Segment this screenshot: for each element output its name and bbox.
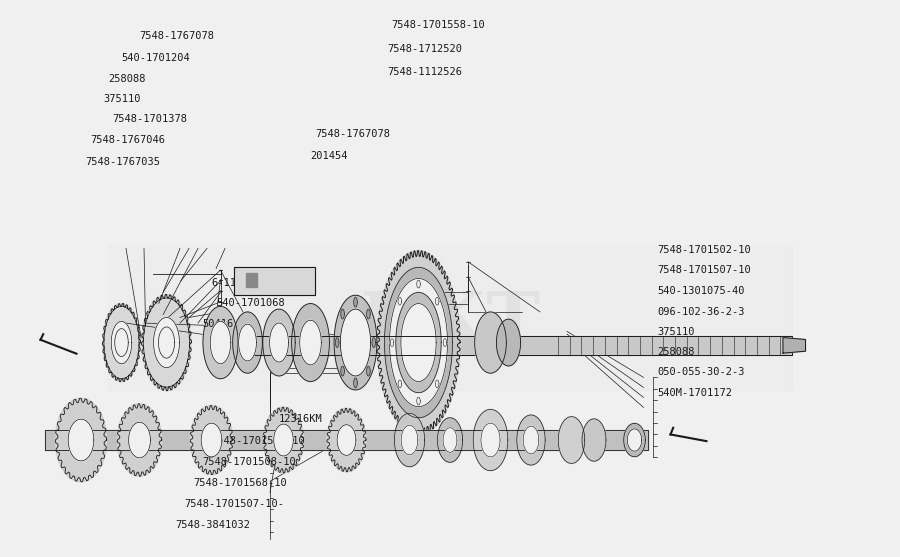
Polygon shape <box>327 408 366 472</box>
Polygon shape <box>341 309 345 319</box>
Polygon shape <box>292 304 329 382</box>
Polygon shape <box>190 405 233 475</box>
Text: 7548-1701558-10: 7548-1701558-10 <box>392 20 485 30</box>
Polygon shape <box>233 312 263 373</box>
Text: 7548-1701568-10: 7548-1701568-10 <box>194 478 287 488</box>
Polygon shape <box>252 335 792 355</box>
Polygon shape <box>203 306 238 379</box>
Text: 258088: 258088 <box>108 74 146 84</box>
Polygon shape <box>437 418 463 462</box>
Polygon shape <box>366 367 370 376</box>
Polygon shape <box>443 428 457 452</box>
Polygon shape <box>627 429 642 451</box>
Polygon shape <box>401 426 418 455</box>
Text: 7548-1712520: 7548-1712520 <box>387 44 462 54</box>
Polygon shape <box>400 304 436 382</box>
Polygon shape <box>398 297 401 305</box>
Text: 201454: 201454 <box>310 151 348 161</box>
Polygon shape <box>117 404 162 476</box>
Polygon shape <box>300 320 321 365</box>
Polygon shape <box>384 267 453 418</box>
Polygon shape <box>398 380 401 388</box>
Polygon shape <box>391 339 394 346</box>
Polygon shape <box>154 317 179 368</box>
Polygon shape <box>396 292 441 393</box>
Polygon shape <box>354 297 357 307</box>
Polygon shape <box>390 278 447 407</box>
Text: 540-1301075-40: 540-1301075-40 <box>657 286 744 296</box>
Polygon shape <box>103 304 140 382</box>
Polygon shape <box>141 295 192 390</box>
Polygon shape <box>481 423 500 457</box>
Text: 540-1701204: 540-1701204 <box>122 53 190 63</box>
Polygon shape <box>517 415 545 465</box>
Polygon shape <box>474 312 507 373</box>
Polygon shape <box>443 339 446 346</box>
Polygon shape <box>340 309 371 376</box>
Text: 7548-1767046: 7548-1767046 <box>90 135 165 145</box>
Text: 6-116Л: 6-116Л <box>212 278 249 288</box>
Polygon shape <box>270 323 288 362</box>
Polygon shape <box>366 309 370 319</box>
Polygon shape <box>523 426 539 454</box>
Polygon shape <box>497 319 520 366</box>
Polygon shape <box>56 398 106 482</box>
Polygon shape <box>334 295 377 390</box>
Text: 7548-1701378: 7548-1701378 <box>112 114 187 124</box>
Polygon shape <box>341 367 345 376</box>
Polygon shape <box>238 324 256 361</box>
Polygon shape <box>264 407 303 473</box>
Text: 375110: 375110 <box>657 327 695 337</box>
Polygon shape <box>336 338 339 348</box>
Polygon shape <box>112 321 131 364</box>
Polygon shape <box>338 425 356 455</box>
Polygon shape <box>246 273 256 287</box>
Polygon shape <box>372 338 375 348</box>
Polygon shape <box>68 419 94 461</box>
Polygon shape <box>234 267 315 295</box>
Polygon shape <box>417 280 420 288</box>
Text: 7548-1701507-10: 7548-1701507-10 <box>657 265 751 275</box>
Text: 12316КМ: 12316КМ <box>279 414 323 424</box>
Text: 7548-1767078: 7548-1767078 <box>315 129 390 139</box>
Polygon shape <box>436 380 439 388</box>
Text: 540-1701068: 540-1701068 <box>216 298 284 308</box>
Polygon shape <box>263 309 295 376</box>
Text: 096-102-36-2-3: 096-102-36-2-3 <box>657 307 744 317</box>
Text: 7548-3841032: 7548-3841032 <box>176 520 250 530</box>
Polygon shape <box>417 397 420 405</box>
Text: 375110: 375110 <box>104 94 141 104</box>
Polygon shape <box>394 413 425 467</box>
Text: 7548-1112526: 7548-1112526 <box>387 67 462 77</box>
Polygon shape <box>129 422 150 458</box>
Polygon shape <box>354 378 357 388</box>
Polygon shape <box>211 321 230 364</box>
Text: 7548-1701538-10: 7548-1701538-10 <box>212 436 305 446</box>
Polygon shape <box>377 251 460 434</box>
Polygon shape <box>45 430 648 450</box>
Text: 050-055-30-2-3: 050-055-30-2-3 <box>657 367 744 377</box>
Polygon shape <box>783 338 806 353</box>
Polygon shape <box>582 419 606 461</box>
Text: 7548-1701502-10: 7548-1701502-10 <box>657 245 751 255</box>
Polygon shape <box>558 417 585 463</box>
Polygon shape <box>473 409 508 471</box>
Text: БКТ: БКТ <box>359 287 541 359</box>
Text: 7548-1767078: 7548-1767078 <box>140 31 214 41</box>
Polygon shape <box>274 424 293 456</box>
Text: 50416: 50416 <box>202 319 234 329</box>
Text: 7548-1701507-10-: 7548-1701507-10- <box>184 499 284 509</box>
Polygon shape <box>108 245 792 390</box>
Polygon shape <box>624 423 645 457</box>
Polygon shape <box>202 423 221 457</box>
Polygon shape <box>436 297 439 305</box>
Text: 7548-1767035: 7548-1767035 <box>86 157 160 167</box>
Text: 540M-1701172: 540M-1701172 <box>657 388 732 398</box>
Text: 7548-1701508-10: 7548-1701508-10 <box>202 457 296 467</box>
Text: 258088: 258088 <box>657 347 695 357</box>
